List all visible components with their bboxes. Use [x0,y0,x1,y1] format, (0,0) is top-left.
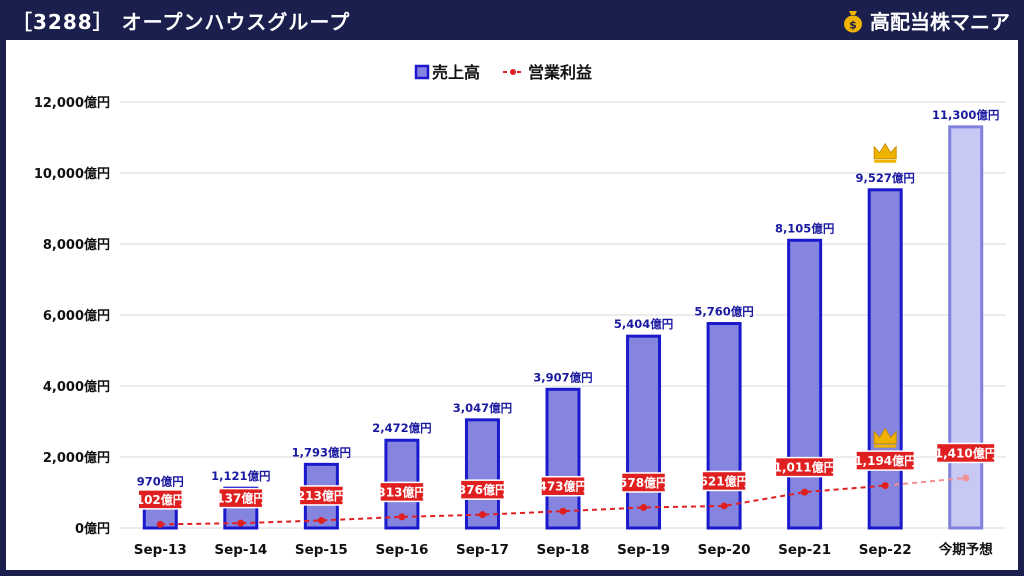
legend-label-op: 営業利益 [528,63,592,82]
op-profit-point [801,488,809,496]
op-profit-label: 313億円 [377,484,426,499]
bar-value-label: 3,047億円 [453,401,512,415]
x-tick-label: Sep-15 [295,542,348,558]
op-profit-point [156,520,164,528]
op-profit-point [720,502,728,510]
x-tick-label: 今期予想 [939,541,993,558]
bar-value-label: 970億円 [137,475,184,489]
bar-value-label: 5,760億円 [694,305,753,319]
bar-value-label: 1,121億円 [211,469,270,483]
x-tick-label: Sep-18 [537,542,590,558]
op-profit-label-box [540,475,586,497]
op-profit-label-box [379,481,425,503]
legend-swatch-sales [414,64,430,80]
y-tick-label: 0億円 [75,521,110,537]
op-profit-label-box [774,456,835,478]
op-profit-point [398,513,406,521]
op-profit-label: 621億円 [700,473,749,488]
crown-icon-sales-base [874,159,897,163]
op-profit-point [640,503,648,511]
op-profit-label: 473億円 [538,479,587,494]
bar [787,238,823,530]
crown-icon-sales [873,142,897,160]
op-profit-point [317,516,325,524]
bar-value-label: 3,907億円 [533,370,592,384]
brand: $ 高配当株マニア [842,6,1010,35]
y-tick-label: 4,000億円 [43,379,110,395]
op-profit-label-box [855,450,916,471]
svg-text:$: $ [849,18,857,31]
x-tick-label: Sep-17 [456,542,509,558]
y-tick-label: 2,000億円 [43,450,110,466]
op-profit-label: 1,410億円 [935,445,997,460]
x-tick-label: Sep-20 [698,542,751,558]
bar-value-label: 11,300億円 [932,108,999,122]
op-profit-label: 1,011億円 [774,460,836,475]
op-profit-point [478,511,486,519]
bar [464,418,500,530]
bar-value-label: 9,527億円 [855,171,914,185]
legend-label-sales: 売上高 [432,63,480,82]
op-profit-label-box [218,487,264,509]
op-profit-label-box [701,470,747,492]
brand-name: 高配当株マニア [870,10,1010,34]
x-tick-label: Sep-21 [778,542,831,558]
op-profit-point [962,474,970,482]
op-profit-label: 213億円 [297,488,346,503]
x-tick-label: Sep-22 [859,542,912,558]
bar-value-label: 8,105億円 [775,221,834,235]
bar [948,125,984,530]
bar [706,322,742,530]
op-profit-point [237,519,245,527]
y-tick-label: 8,000億円 [43,237,110,253]
bar [545,387,581,530]
y-tick-label: 12,000億円 [34,95,110,111]
bar-value-label: 5,404億円 [614,317,673,331]
x-tick-label: Sep-16 [375,542,428,558]
op-profit-label: 376億円 [458,482,507,497]
op-profit-point [881,482,889,490]
chart: 0億円 2,000億円 4,000億円 6,000億円 8,000億円 10,000億円 1… [34,63,1006,558]
op-profit-label: 578億円 [619,475,668,490]
chart-panel: 0億円 2,000億円 4,000億円 6,000億円 8,000億円 10,000億円 1… [6,40,1018,570]
op-profit-line [160,484,886,526]
y-tick-label: 6,000億円 [43,308,110,324]
bar [867,188,903,530]
op-profit-label-box [620,472,667,493]
bar-value-label: 1,793億円 [292,445,351,459]
bar [626,334,662,530]
crown-icon-op-base [874,444,897,448]
op-profit-label: 1,194億円 [854,453,916,468]
op-profit-label: 137億円 [216,491,265,506]
x-tick-label: Sep-13 [134,542,187,558]
op-profit-point [559,507,567,515]
x-tick-label: Sep-19 [617,542,670,558]
op-profit-label: 102億円 [136,492,185,507]
op-profit-label-box [298,485,345,506]
op-profit-label-box [137,489,184,510]
page-title: ［3288］ オープンハウスグループ [12,10,351,34]
legend-marker-op [510,69,516,75]
op-profit-forecast-line [885,476,966,487]
op-profit-label-box [935,442,996,464]
header-bar: ［3288］ オープンハウスグループ $ 高配当株マニア [0,0,1024,40]
crown-icon-op [873,427,897,445]
money-bag-icon: $ [844,10,862,32]
y-tick-label: 10,000億円 [34,166,110,182]
op-profit-label-box [459,479,506,500]
bar-value-label: 2,472億円 [372,421,431,435]
x-tick-label: Sep-14 [214,542,267,558]
